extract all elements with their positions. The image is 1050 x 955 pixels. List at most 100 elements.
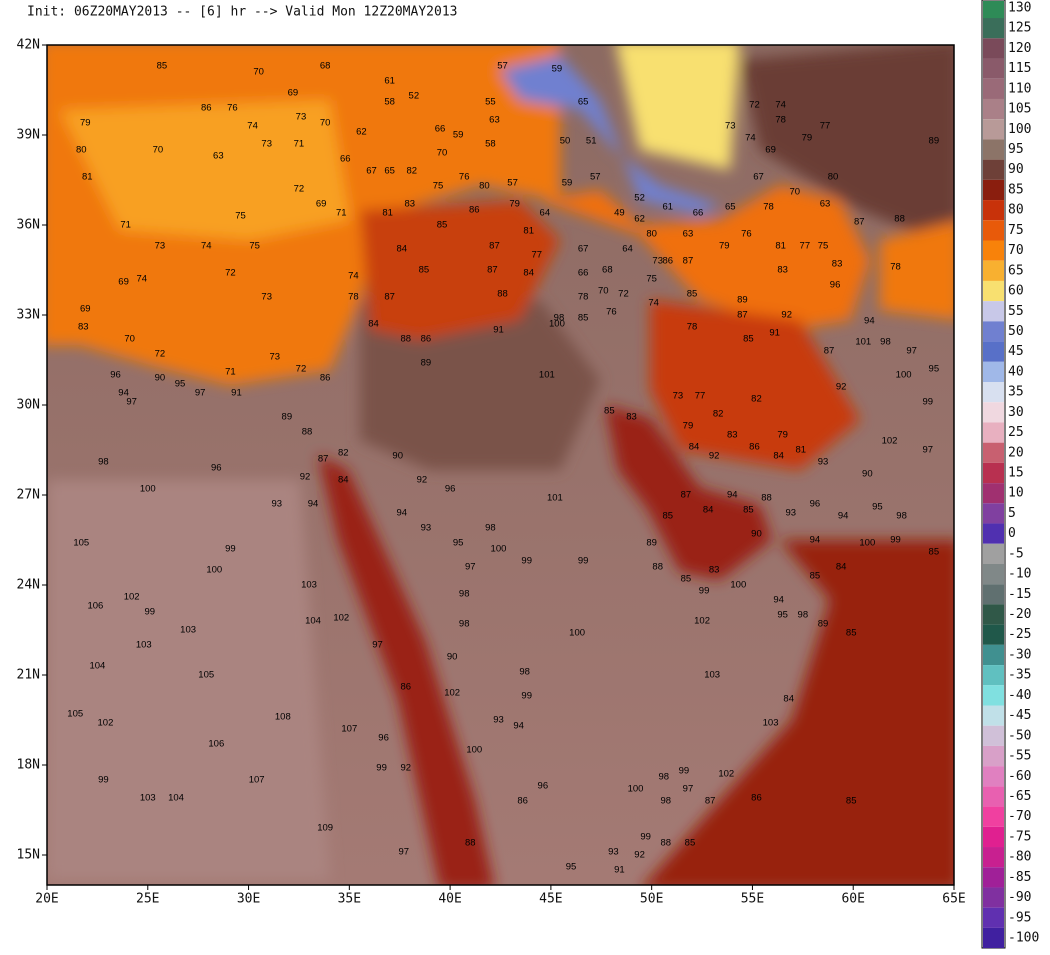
- colorbar-swatch: [983, 543, 1004, 564]
- lon-label: 35E: [338, 892, 361, 907]
- colorbar-swatch: [983, 442, 1004, 463]
- station-value: 57: [497, 61, 508, 72]
- colorbar-label: 30: [1008, 405, 1024, 420]
- station-value: 100: [859, 538, 875, 549]
- station-value: 99: [521, 556, 532, 567]
- station-value: 70: [320, 118, 331, 129]
- colorbar-swatch: [983, 240, 1004, 261]
- station-value: 80: [828, 172, 839, 183]
- colorbar-label: 105: [1008, 102, 1031, 117]
- station-value: 107: [341, 724, 357, 735]
- station-value: 94: [308, 499, 319, 510]
- station-value: 85: [743, 334, 754, 345]
- colorbar-swatch: [983, 745, 1004, 767]
- station-value: 98: [554, 313, 565, 324]
- station-value: 86: [421, 334, 432, 345]
- colorbar-label: -5: [1008, 546, 1024, 561]
- colorbar-label: -75: [1008, 829, 1031, 844]
- station-value: 86: [400, 682, 411, 693]
- station-value: 59: [562, 178, 573, 189]
- station-value: 90: [447, 652, 458, 663]
- station-value: 84: [689, 442, 700, 453]
- station-value: 67: [753, 172, 764, 183]
- station-value: 100: [140, 484, 156, 495]
- colorbar-swatch: [983, 927, 1004, 949]
- colorbar-swatch: [983, 523, 1004, 544]
- station-value: 88: [465, 838, 476, 849]
- station-value: 61: [384, 76, 395, 87]
- colorbar-label: -80: [1008, 850, 1031, 865]
- colorbar-swatch: [983, 98, 1004, 120]
- station-value: 85: [846, 796, 857, 807]
- station-value: 96: [211, 463, 222, 474]
- station-value: 102: [124, 592, 140, 603]
- station-value: 99: [578, 556, 589, 567]
- station-value: 103: [704, 670, 720, 681]
- station-value: 98: [459, 589, 470, 600]
- station-value: 75: [235, 211, 246, 222]
- colorbar-swatch: [983, 563, 1004, 585]
- colorbar-swatch: [983, 260, 1004, 281]
- colorbar-swatch: [983, 321, 1004, 342]
- station-value: 93: [493, 715, 504, 726]
- station-value: 75: [433, 181, 444, 192]
- station-value: 63: [683, 229, 694, 240]
- lon-label: 60E: [841, 892, 864, 907]
- station-value: 61: [663, 202, 674, 213]
- station-value: 73: [296, 112, 307, 123]
- station-value: 77: [800, 241, 811, 252]
- colorbar-swatch: [983, 280, 1004, 302]
- station-value: 100: [491, 544, 507, 555]
- station-value: 74: [136, 274, 147, 285]
- station-value: 88: [660, 838, 671, 849]
- station-value: 85: [437, 220, 448, 231]
- station-value: 74: [348, 271, 359, 282]
- station-value: 94: [773, 595, 784, 606]
- station-value: 85: [846, 628, 857, 639]
- station-value: 78: [578, 292, 589, 303]
- station-value: 85: [604, 406, 615, 417]
- colorbar-swatch: [983, 361, 1004, 383]
- station-value: 72: [155, 349, 166, 360]
- colorbar-label: -40: [1008, 688, 1031, 703]
- station-value: 92: [634, 850, 645, 861]
- colorbar-swatch: [983, 907, 1004, 928]
- colorbar-swatch: [983, 200, 1004, 221]
- station-value: 99: [640, 832, 651, 843]
- station-value: 80: [76, 145, 87, 156]
- colorbar-label: 60: [1008, 284, 1024, 299]
- station-value: 92: [836, 382, 847, 393]
- station-value: 84: [773, 451, 784, 462]
- station-value: 100: [549, 319, 565, 330]
- colorbar-swatch: [983, 139, 1004, 160]
- colorbar-label: 25: [1008, 425, 1024, 440]
- station-value: 99: [376, 763, 387, 774]
- station-value: 69: [118, 277, 129, 288]
- lat-label: 18N: [17, 758, 40, 773]
- station-value: 84: [368, 319, 379, 330]
- station-value: 83: [709, 565, 720, 576]
- station-value: 75: [646, 274, 657, 285]
- station-value: 85: [685, 838, 696, 849]
- station-value: 99: [98, 775, 109, 786]
- station-value: 102: [98, 718, 114, 729]
- station-value: 96: [830, 280, 841, 291]
- station-value: 81: [775, 241, 786, 252]
- colorbar-label: 20: [1008, 445, 1024, 460]
- station-value: 70: [437, 148, 448, 159]
- station-value: 98: [896, 511, 907, 522]
- station-value: 84: [338, 475, 349, 486]
- colorbar-label: -50: [1008, 728, 1031, 743]
- colorbar-label: -10: [1008, 567, 1031, 582]
- station-value: 93: [271, 499, 282, 510]
- station-value: 102: [718, 769, 734, 780]
- station-value: 84: [836, 562, 847, 573]
- station-value: 93: [608, 847, 619, 858]
- station-value: 88: [761, 493, 772, 504]
- station-value: 63: [489, 115, 500, 126]
- station-value: 76: [459, 172, 470, 183]
- colorbar-label: 120: [1008, 41, 1031, 56]
- colorbar-swatch: [983, 58, 1004, 79]
- colorbar-swatch: [983, 301, 1004, 322]
